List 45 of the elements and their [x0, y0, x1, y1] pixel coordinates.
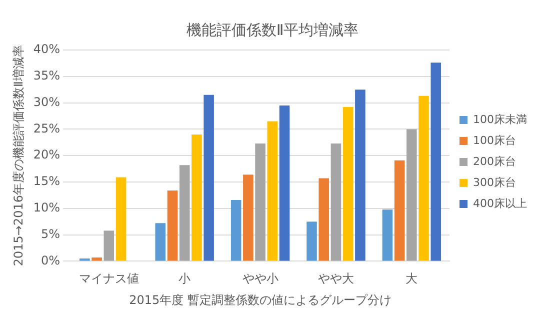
x-tick-label: やや小 — [242, 272, 278, 286]
y-tick-label: 5% — [41, 226, 60, 241]
y-tick-label: 30% — [33, 94, 60, 109]
bar — [230, 200, 242, 261]
bar — [418, 96, 429, 261]
x-tick-label: 小 — [178, 272, 191, 286]
bar — [318, 178, 330, 261]
chart-title: 機能評価係数Ⅱ平均増減率 — [186, 20, 359, 39]
y-tick-label: 40% — [33, 42, 60, 56]
y-tick-label: 10% — [33, 200, 60, 215]
bar — [255, 143, 266, 261]
x-tick-label: やや大 — [318, 272, 354, 286]
bar — [279, 105, 290, 261]
bar — [406, 129, 417, 261]
bar — [394, 160, 405, 261]
bar — [204, 94, 214, 261]
y-axis-title: 2015→2016年度の機能評価係数Ⅱ増減率 — [11, 45, 26, 266]
x-tick-label: マイナス値 — [78, 272, 139, 286]
bar — [306, 222, 317, 261]
bar — [104, 230, 114, 261]
bar — [382, 209, 393, 261]
y-tick-label: 0% — [41, 253, 60, 268]
legend-label: 400床以上 — [473, 196, 528, 210]
bar — [330, 143, 342, 261]
bar — [179, 165, 190, 261]
bar — [355, 90, 366, 261]
legend-label: 200床台 — [473, 154, 516, 168]
x-tick-label: 大 — [406, 272, 418, 286]
legend-label: 300床台 — [473, 176, 516, 189]
bar — [167, 190, 178, 261]
bar — [92, 258, 102, 261]
y-tick-label: 35% — [33, 68, 60, 83]
bar — [430, 62, 442, 261]
y-tick-label: 15% — [33, 174, 60, 188]
legend-label: 100床未満 — [473, 112, 528, 126]
bar — [192, 134, 202, 261]
y-tick-label: 25% — [33, 121, 60, 136]
x-axis-title: 2015年度 暫定調整係数の値によるグループ分け — [129, 292, 392, 307]
bar — [243, 174, 254, 261]
bar — [155, 223, 166, 261]
y-tick-label: 20% — [33, 148, 60, 162]
bar — [267, 121, 278, 261]
bar — [342, 107, 354, 261]
bar — [116, 177, 126, 261]
legend-label: 100床台 — [473, 134, 516, 147]
